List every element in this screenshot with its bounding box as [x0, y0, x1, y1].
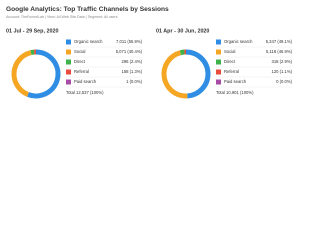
total-label: Total 12,537 (100%) [66, 90, 104, 95]
legend-value: 7,011 (55.9%) [116, 39, 143, 44]
legend-swatch [216, 49, 221, 55]
donut-segment [185, 49, 211, 99]
donut-segment [11, 50, 32, 97]
widget-title: Google Analytics: Top Traffic Channels b… [6, 6, 169, 13]
legend-value: 0 (0.0%) [276, 79, 292, 84]
donut-segment [27, 49, 61, 99]
legend-value: 1 (0.0%) [126, 79, 142, 84]
legend-label: Organic search [224, 39, 253, 44]
legend-value: 318 (2.9%) [272, 59, 293, 64]
legend-value: 5,116 (46.9%) [266, 49, 293, 54]
legend-label: Social [224, 49, 235, 54]
legend-value: 5,347 (49.1%) [266, 39, 293, 44]
legend-label: Referral [224, 69, 239, 74]
legend-value: 158 (1.3%) [122, 69, 143, 74]
legend-label: Paid search [224, 79, 247, 84]
legend-label: Referral [74, 69, 89, 74]
legend-label: Direct [224, 59, 236, 64]
legend-swatch [216, 39, 221, 45]
total-label: Total 10,901 (100%) [216, 90, 254, 95]
legend-value: 120 (1.1%) [272, 69, 293, 74]
legend-value: 5,071 (40.4%) [116, 49, 143, 54]
donut-segment [161, 50, 188, 99]
legend-swatch [66, 79, 71, 85]
legend-swatch [66, 59, 71, 65]
legend-label: Organic search [74, 39, 103, 44]
legend-swatch [66, 39, 71, 45]
legend-label: Direct [74, 59, 86, 64]
legend-swatch [216, 69, 221, 75]
panel-title: 01 Jul - 29 Sep, 2020 [6, 28, 58, 34]
legend-value: 296 (2.4%) [122, 59, 143, 64]
widget-subtitle: Account: TheFunnelLab | View: All Web Si… [6, 15, 118, 19]
legend-swatch [66, 49, 71, 55]
panel-title: 01 Apr - 30 Jun, 2020 [156, 28, 209, 34]
legend-swatch [66, 69, 71, 75]
legend-swatch [216, 59, 221, 65]
background [0, 0, 300, 124]
legend-swatch [216, 79, 221, 85]
legend-label: Social [74, 49, 85, 54]
donut-segment [179, 49, 185, 56]
widget: Google Analytics: Top Traffic Channels b… [0, 0, 300, 124]
legend-label: Paid search [74, 79, 97, 84]
